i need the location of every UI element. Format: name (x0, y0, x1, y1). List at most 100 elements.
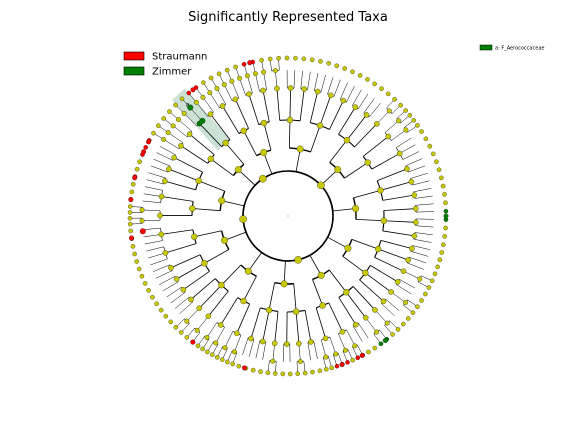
significant-taxon (247, 60, 253, 66)
taxon-node (352, 343, 358, 349)
taxon-leaf (134, 259, 139, 264)
branch (162, 281, 179, 292)
taxon-node (232, 96, 239, 103)
taxon-node (272, 68, 278, 73)
branch (155, 270, 173, 279)
taxon-node (245, 73, 250, 79)
branch (399, 279, 416, 289)
branch (300, 70, 303, 89)
taxon-node (287, 85, 294, 91)
branch (320, 169, 339, 186)
taxon-leaf (186, 90, 192, 96)
taxon-leaf (150, 294, 155, 300)
branch (396, 137, 412, 148)
branch (220, 297, 238, 326)
taxon-leaf (178, 330, 184, 335)
taxon-leaf (309, 57, 315, 63)
taxon-leaf (132, 251, 137, 257)
taxon-leaf (355, 355, 361, 361)
branch (159, 145, 176, 155)
taxon-node (317, 181, 325, 190)
taxon-leaf (398, 102, 403, 108)
branch (198, 284, 222, 309)
taxon-leaf (134, 166, 140, 172)
branch (166, 286, 182, 298)
taxon-node (396, 118, 402, 124)
taxon-node (248, 335, 254, 342)
taxon-node (403, 127, 409, 133)
branch (224, 331, 233, 348)
taxon-node (200, 94, 206, 100)
taxon-node (184, 318, 190, 324)
taxon-node (380, 298, 387, 305)
taxon-leaf (146, 288, 151, 293)
branch (320, 339, 327, 358)
branch (345, 292, 367, 318)
branch (183, 270, 210, 291)
taxon-node (342, 347, 348, 353)
taxon-node (246, 91, 252, 97)
taxon-node (395, 279, 401, 285)
taxon-node (343, 289, 350, 296)
branch (152, 264, 170, 272)
taxon-node (411, 233, 418, 239)
taxon-leaf (357, 73, 363, 78)
taxon-node (270, 358, 276, 364)
branch (242, 337, 249, 355)
branch (283, 260, 286, 284)
taxon-leaf (250, 367, 256, 373)
branch (243, 276, 257, 302)
taxon-node (411, 192, 418, 198)
taxon-leaf (423, 136, 429, 142)
branch (329, 100, 344, 130)
taxon-node (296, 145, 304, 153)
branch (328, 302, 343, 332)
branch (235, 99, 249, 129)
taxon-node (352, 205, 360, 212)
branch (148, 252, 166, 259)
branch (338, 297, 357, 325)
taxon-node (408, 179, 415, 185)
significant-taxon (190, 87, 196, 93)
branch (380, 181, 412, 191)
taxon-node (240, 127, 247, 134)
taxon-leaf (127, 215, 133, 221)
taxon-leaf (443, 208, 449, 214)
taxon-node (178, 143, 184, 149)
branch (247, 252, 263, 272)
branch (329, 139, 348, 163)
branch (415, 211, 434, 213)
branch (250, 307, 261, 339)
taxon-node (417, 276, 423, 282)
taxon-leaf (161, 116, 166, 121)
branch (180, 145, 208, 164)
taxon-leaf (130, 244, 136, 249)
branch (415, 203, 434, 206)
taxon-leaf (205, 349, 210, 355)
taxon-leaf (407, 113, 413, 118)
branch (161, 229, 194, 235)
taxon-leaf (225, 359, 230, 365)
taxon-leaf (437, 257, 443, 262)
taxon-leaf (129, 189, 135, 195)
taxon-leaf (432, 271, 438, 277)
legend-label: Zimmer (152, 67, 192, 78)
branch (376, 110, 390, 125)
taxon-leaf (440, 183, 446, 189)
taxon-leaf (301, 56, 307, 62)
branch (410, 251, 429, 257)
taxon-leaf (276, 56, 281, 61)
branch (247, 75, 253, 94)
taxon-leaf (233, 64, 238, 70)
branch (414, 195, 433, 199)
branch (309, 91, 319, 123)
taxon-leaf (151, 130, 156, 136)
taxon-node (294, 256, 302, 264)
branch (357, 93, 369, 110)
taxon-leaf (435, 264, 440, 270)
branch (150, 165, 168, 173)
taxon-node (385, 133, 392, 140)
branch (351, 239, 379, 250)
taxon-node (314, 88, 321, 95)
branch (374, 257, 404, 272)
